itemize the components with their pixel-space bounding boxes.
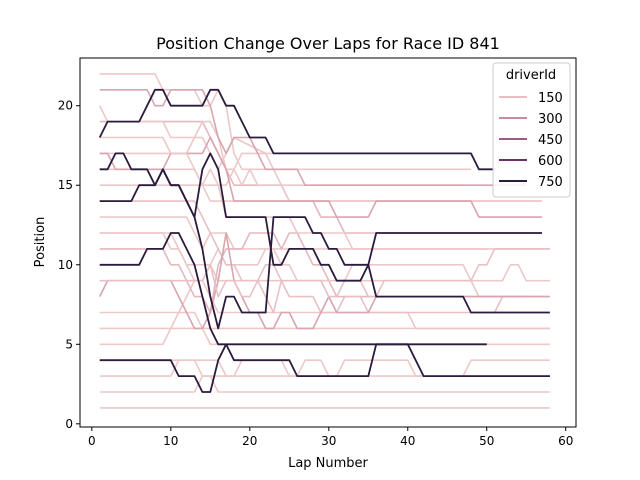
y-axis-label: Position bbox=[33, 217, 48, 268]
x-tick-label: 0 bbox=[88, 434, 96, 448]
x-axis: 0 10 20 30 40 50 60 bbox=[88, 427, 573, 448]
series-line-28 bbox=[99, 343, 550, 393]
series-line-18 bbox=[99, 248, 550, 314]
legend-entry-label: 450 bbox=[538, 133, 563, 148]
legend-entry-label: 300 bbox=[538, 112, 563, 127]
series-line-24 bbox=[98, 88, 495, 171]
x-tick-label: 20 bbox=[242, 434, 257, 448]
series-line-15 bbox=[99, 232, 550, 282]
series-line-20 bbox=[99, 73, 464, 186]
legend-title: driverId bbox=[506, 68, 556, 83]
series-line-8 bbox=[99, 216, 550, 250]
series-layer bbox=[98, 73, 550, 409]
plot-frame bbox=[79, 57, 577, 428]
x-tick-label: 60 bbox=[558, 434, 573, 448]
y-tick-label: 15 bbox=[58, 178, 73, 192]
y-tick-label: 0 bbox=[65, 417, 73, 431]
x-tick-label: 50 bbox=[479, 434, 494, 448]
legend-entry-label: 150 bbox=[538, 91, 563, 106]
series-line-17 bbox=[98, 232, 550, 330]
y-tick-label: 10 bbox=[58, 258, 73, 272]
y-axis: 0 5 10 15 20 bbox=[58, 99, 80, 431]
series-line-25 bbox=[99, 152, 542, 330]
legend: driverId 150 300 450 600 750 bbox=[492, 62, 571, 198]
series-line-26 bbox=[99, 152, 550, 314]
y-tick-label: 5 bbox=[65, 337, 73, 351]
y-tick-label: 20 bbox=[58, 99, 73, 113]
legend-entry-label: 750 bbox=[538, 175, 563, 190]
series-line-22 bbox=[99, 89, 527, 186]
x-tick-label: 40 bbox=[400, 434, 415, 448]
series-line-5 bbox=[99, 311, 550, 330]
series-line-27 bbox=[99, 232, 487, 346]
x-axis-label: Lap Number bbox=[288, 456, 368, 471]
x-tick-label: 30 bbox=[321, 434, 336, 448]
chart-title: Position Change Over Laps for Race ID 84… bbox=[156, 34, 500, 53]
legend-entry-label: 600 bbox=[538, 154, 563, 169]
x-tick-label: 10 bbox=[163, 434, 178, 448]
